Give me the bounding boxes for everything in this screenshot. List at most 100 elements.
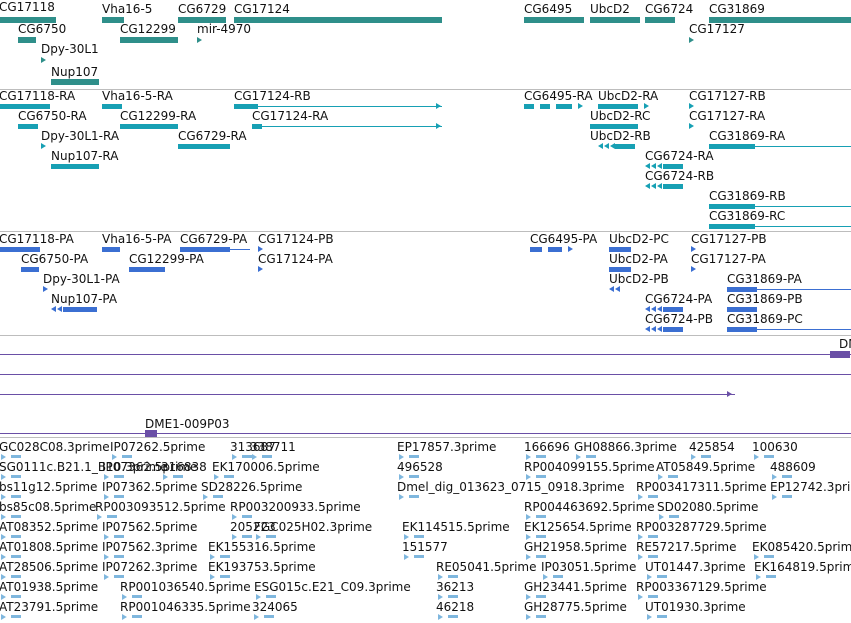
strand-arrow[interactable] [43,286,48,292]
feature-label[interactable]: CG6724 [645,2,694,16]
feature-label[interactable]: 100630 [752,440,798,454]
feature-label[interactable]: CG17124-PB [258,232,334,246]
feature-glyph[interactable] [536,555,546,558]
feature-label[interactable]: UbcD2-RC [590,109,651,123]
feature-glyph[interactable] [234,104,258,109]
feature-glyph[interactable] [11,535,21,538]
strand-arrow[interactable] [659,514,664,520]
feature-label[interactable]: CG6724-RB [645,169,715,183]
feature-label[interactable]: UbcD2-PA [609,252,668,266]
feature-glyph[interactable] [266,535,276,538]
feature-label[interactable]: DME1-009P03 [145,417,230,431]
feature-glyph[interactable] [701,455,711,458]
feature-glyph[interactable] [709,17,851,23]
feature-label[interactable]: CG17124-PA [258,252,333,266]
strand-arrow[interactable] [691,454,696,460]
strand-arrow[interactable] [122,594,127,600]
feature-label[interactable]: CG6750-PA [21,252,89,266]
feature-glyph[interactable] [18,37,36,43]
intron-line[interactable] [0,433,851,434]
strand-arrow[interactable] [258,266,263,272]
feature-glyph[interactable] [536,595,546,598]
feature-glyph[interactable] [0,247,40,252]
feature-label[interactable]: IP07362.5prime [102,480,198,494]
feature-label[interactable]: bs85c08.5prime [0,500,97,514]
strand-arrow[interactable] [645,163,650,169]
feature-label[interactable]: EK114515.5prime [402,520,510,534]
strand-arrow[interactable] [1,494,6,500]
feature-label[interactable]: AT01938.5prime [0,580,99,594]
feature-label[interactable]: EP12742.3prime [770,480,851,494]
strand-arrow[interactable] [97,514,102,520]
feature-glyph[interactable] [590,17,640,23]
strand-arrow[interactable] [51,306,56,312]
strand-arrow[interactable] [104,534,109,540]
feature-glyph[interactable] [782,475,792,478]
strand-arrow[interactable] [638,554,643,560]
strand-arrow[interactable] [526,614,531,620]
feature-glyph[interactable] [609,247,631,252]
feature-label[interactable]: EK170006.5prime [212,460,320,474]
feature-glyph[interactable] [178,144,230,149]
feature-label[interactable]: EK085420.5prime [752,540,851,554]
feature-label[interactable]: CG31869-RB [709,189,786,203]
feature-glyph[interactable] [262,455,272,458]
strand-arrow[interactable] [438,614,443,620]
feature-label[interactable]: 324065 [252,600,298,614]
feature-label[interactable]: ESG015c.E21_C09.3prime [254,580,411,594]
feature-glyph[interactable] [657,615,667,618]
strand-arrow[interactable] [568,246,573,252]
feature-glyph[interactable] [648,495,658,498]
feature-label[interactable]: CG17127-PB [691,232,767,246]
feature-glyph[interactable] [648,535,658,538]
feature-label[interactable]: Nup107 [51,65,99,79]
feature-glyph[interactable] [220,555,230,558]
strand-arrow[interactable] [104,554,109,560]
feature-glyph[interactable] [414,555,424,558]
strand-arrow[interactable] [651,306,656,312]
intron-line[interactable] [757,289,851,290]
feature-label[interactable]: IP07562.3prime [102,540,198,554]
strand-arrow[interactable] [638,494,643,500]
feature-glyph[interactable] [114,475,124,478]
feature-glyph[interactable] [663,307,683,312]
feature-glyph[interactable] [536,515,546,518]
feature-glyph[interactable] [727,287,757,292]
feature-label[interactable]: CG17124 [234,2,290,16]
feature-glyph[interactable] [414,535,424,538]
strand-arrow[interactable] [651,326,656,332]
feature-label[interactable]: EK164819.5prime [754,560,851,574]
feature-label[interactable]: UbcD2-RB [590,129,651,143]
feature-label[interactable]: CG6724-PA [645,292,713,306]
feature-label[interactable]: Nup107-PA [51,292,118,306]
feature-label[interactable]: GH28775.5prime [524,600,627,614]
strand-arrow[interactable] [104,474,109,480]
feature-glyph[interactable] [668,475,678,478]
feature-glyph[interactable] [107,515,117,518]
strand-arrow[interactable] [691,266,696,272]
feature-glyph[interactable] [727,307,757,312]
feature-glyph[interactable] [764,455,774,458]
feature-glyph[interactable] [264,615,274,618]
feature-glyph[interactable] [120,124,178,129]
feature-glyph[interactable] [727,327,757,332]
feature-label[interactable]: CG6724-RA [645,149,714,163]
feature-label[interactable]: Vha16-5-PA [102,232,172,246]
feature-label[interactable]: CG12299-RA [120,109,197,123]
strand-arrow[interactable] [772,474,777,480]
strand-arrow[interactable] [578,103,583,109]
feature-label[interactable]: UbcD2 [590,2,630,16]
feature-glyph[interactable] [180,247,230,252]
feature-label[interactable]: IP07262.3prime [102,560,198,574]
feature-label[interactable]: GH08866.3prime [574,440,677,454]
feature-label[interactable]: GH23441.5prime [524,580,627,594]
strand-arrow[interactable] [657,306,662,312]
feature-label[interactable]: CG31869-PC [727,312,803,326]
feature-label[interactable]: Dpy-30L1-RA [41,129,120,143]
feature-label[interactable]: IP07562.5prime [102,520,198,534]
feature-glyph[interactable] [132,595,142,598]
feature-label[interactable]: 151577 [402,540,448,554]
strand-arrow[interactable] [615,286,620,292]
feature-glyph[interactable] [18,124,38,129]
feature-label[interactable]: CG12299 [120,22,176,36]
